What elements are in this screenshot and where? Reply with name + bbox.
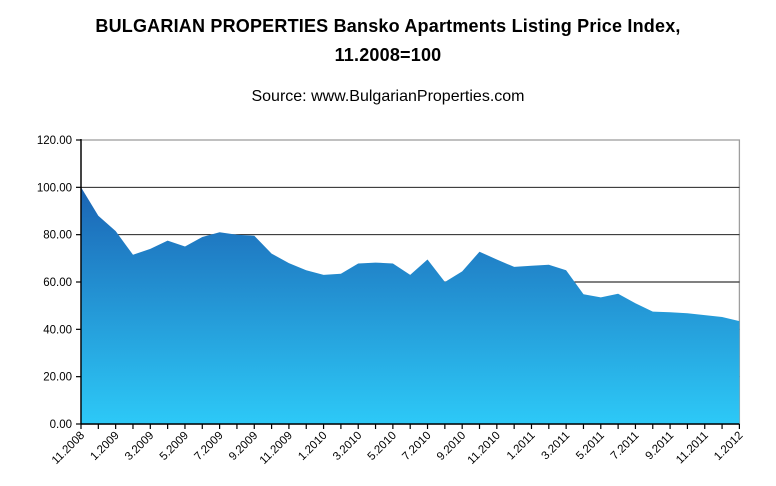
x-axis-label: 5.2011 <box>574 430 607 463</box>
chart-title-line1: BULGARIAN PROPERTIES Bansko Apartments L… <box>95 16 681 36</box>
y-axis-label: 80.00 <box>43 230 72 242</box>
area-series <box>81 187 740 424</box>
x-axis-label: 5.2009 <box>158 430 191 463</box>
x-axis-label: 9.2010 <box>435 430 468 463</box>
x-axis-label: 11.2011 <box>674 430 711 467</box>
x-axis-label: 5.2010 <box>366 430 399 463</box>
x-axis-label: 1.2010 <box>296 430 329 463</box>
chart-title: BULGARIAN PROPERTIES Bansko Apartments L… <box>0 12 776 70</box>
x-axis-label: 3.2010 <box>331 430 364 463</box>
y-axis-label: 120.00 <box>37 135 72 147</box>
x-axis-label: 3.2011 <box>539 430 572 463</box>
x-axis-label: 11.2010 <box>466 430 503 467</box>
y-axis-label: 100.00 <box>37 182 72 194</box>
x-axis-label: 11.2008 <box>50 430 87 467</box>
chart-source: Source: www.BulgarianProperties.com <box>251 88 525 105</box>
x-axis-label: 3.2009 <box>123 430 156 463</box>
y-axis-label: 20.00 <box>43 372 72 384</box>
x-axis-label: 7.2009 <box>192 430 225 463</box>
chart-title-line2: 11.2008=100 <box>334 45 442 65</box>
x-axis-label: 9.2009 <box>227 430 260 463</box>
x-axis-label: 11.2009 <box>258 430 295 467</box>
y-axis-label: 40.00 <box>43 324 72 336</box>
x-axis-label: 7.2010 <box>400 430 433 463</box>
x-axis-label: 9.2011 <box>643 430 676 463</box>
y-axis-label: 60.00 <box>43 277 72 289</box>
x-axis-label: 1.2011 <box>505 430 538 463</box>
y-axis-label: 0.00 <box>50 419 72 431</box>
x-axis-label: 1.2009 <box>88 430 121 463</box>
x-axis-label: 7.2011 <box>609 430 642 463</box>
x-axis-label: 1.2012 <box>712 430 745 463</box>
